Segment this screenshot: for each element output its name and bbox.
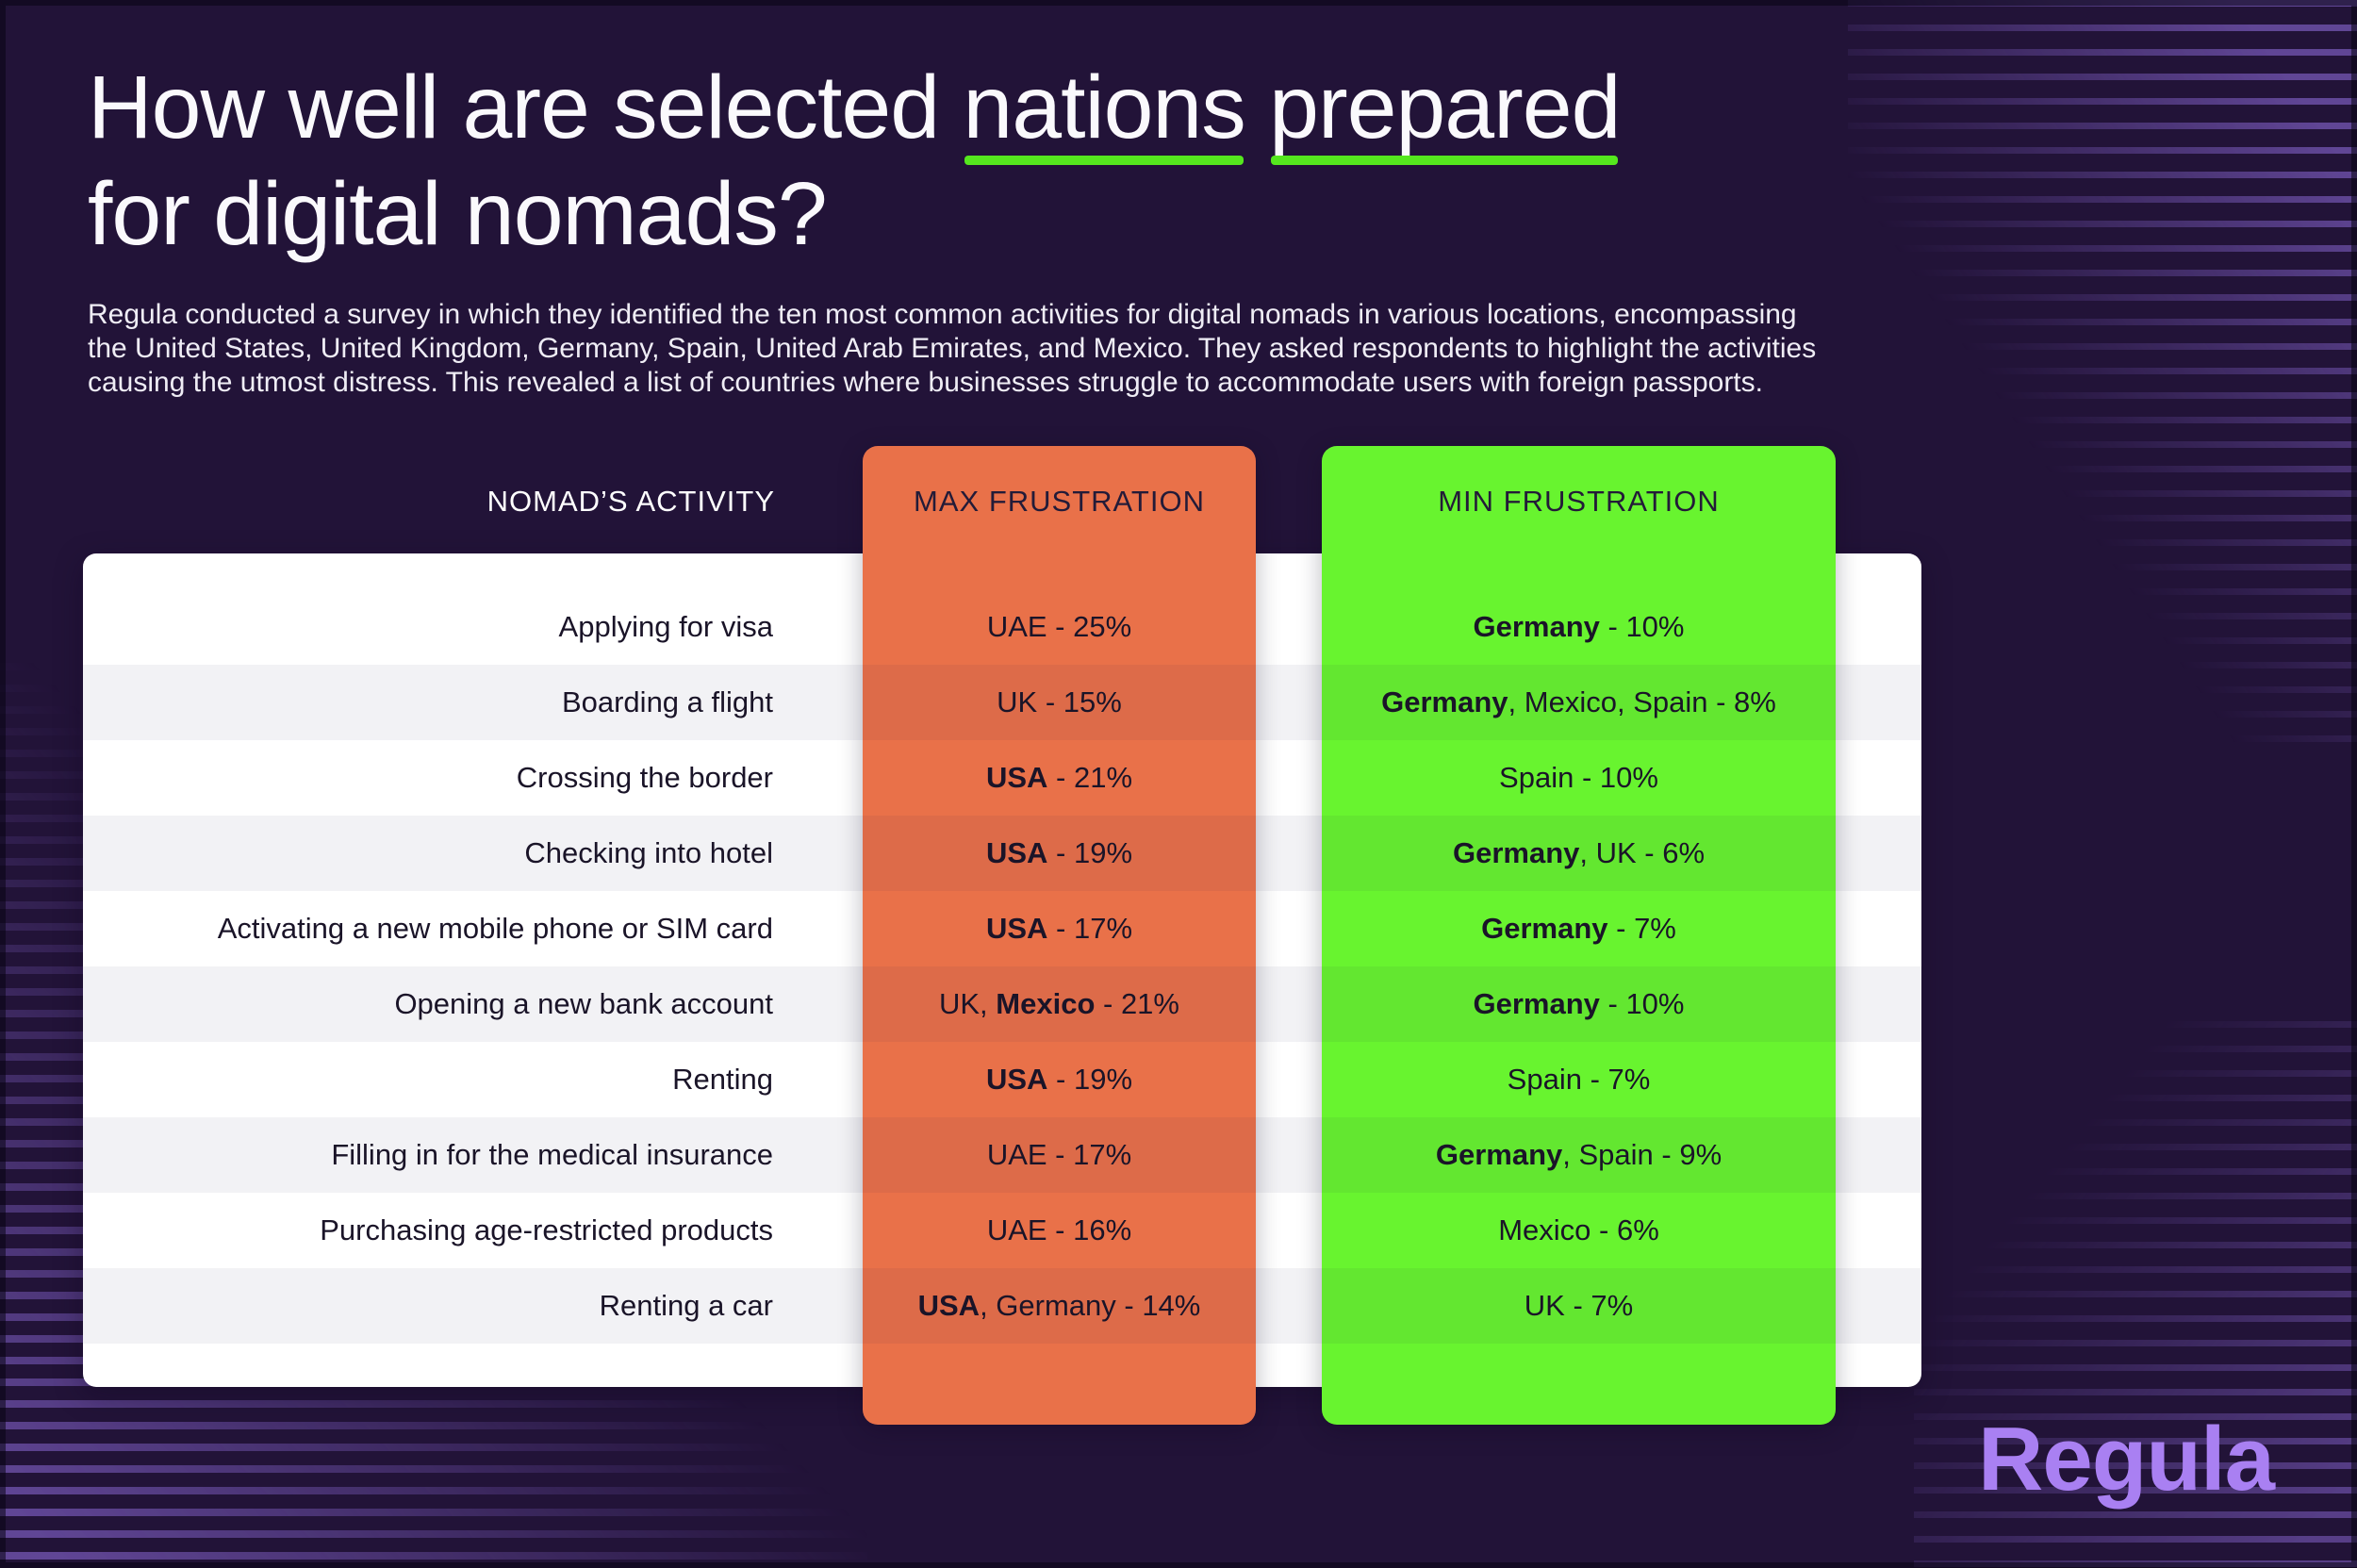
max-frustration-cell: USA, Germany - 14%	[917, 1289, 1201, 1322]
max-frustration-cell: USA - 19%	[985, 836, 1133, 869]
intro-line-1: Regula conducted a survey in which they …	[88, 299, 1797, 330]
activity-cell: Purchasing age-restricted products	[320, 1213, 773, 1246]
min-frustration-cell: UK - 7%	[1524, 1289, 1634, 1322]
column-header-min-frustration: MIN FRUSTRATION	[1438, 485, 1720, 518]
activity-cell: Activating a new mobile phone or SIM car…	[217, 912, 773, 945]
table-row: Checking into hotel USA - 19% Germany, UK …	[83, 816, 1921, 891]
table-row: Crossing the border USA - 21% Spain - 10%	[83, 740, 1921, 816]
activity-cell: Opening a new bank account	[394, 987, 773, 1020]
activity-cell: Crossing the border	[516, 761, 773, 794]
title-line2: for digital nomads?	[88, 164, 828, 264]
activity-cell: Checking into hotel	[524, 836, 773, 869]
table-row: Applying for visa UAE - 25% Germany - 10%	[83, 589, 1921, 665]
min-frustration-cell: Germany, Spain - 9%	[1435, 1138, 1722, 1171]
table-row: Renting a car USA, Germany - 14% UK - 7%	[83, 1268, 1921, 1344]
max-frustration-cell: UAE - 17%	[986, 1138, 1132, 1171]
min-frustration-cell: Germany - 10%	[1473, 987, 1685, 1020]
min-frustration-cell: Mexico - 6%	[1498, 1213, 1659, 1246]
table-row: Renting USA - 19% Spain - 7%	[83, 1042, 1921, 1117]
title-underlined-word-nations: nations	[963, 55, 1246, 165]
min-frustration-cell: Spain - 10%	[1499, 761, 1658, 794]
table-row: Filling in for the medical insurance UAE …	[83, 1117, 1921, 1193]
column-header-nomads-activity: NOMAD’S ACTIVITY	[486, 485, 775, 518]
activity-cell: Renting a car	[599, 1289, 773, 1322]
max-frustration-cell: USA - 21%	[985, 761, 1133, 794]
max-frustration-cell: USA - 19%	[985, 1063, 1133, 1096]
max-frustration-panel	[863, 446, 1256, 1425]
activity-cell: Renting	[672, 1063, 773, 1096]
intro-line-2: the United States, United Kingdom, Germa…	[88, 333, 1817, 364]
max-frustration-cell: UAE - 25%	[986, 610, 1132, 643]
activity-cell: Boarding a flight	[561, 685, 773, 718]
min-frustration-cell: Germany - 10%	[1473, 610, 1685, 643]
min-frustration-cell: Spain - 7%	[1507, 1063, 1651, 1096]
title-word-space	[1245, 58, 1269, 157]
min-frustration-cell: Germany, Mexico, Spain - 8%	[1381, 685, 1776, 718]
table-row: Activating a new mobile phone or SIM car…	[83, 891, 1921, 966]
max-frustration-cell: UK, Mexico - 21%	[938, 987, 1179, 1020]
page-title: How well are selected nations prepared fo…	[88, 55, 1621, 268]
table-row: Opening a new bank account UK, Mexico - 2…	[83, 966, 1921, 1042]
table-rows: Applying for visa UAE - 25% Germany - 10% B…	[83, 589, 1921, 1344]
table-row: Boarding a flight UK - 15% Germany, Mexico…	[83, 665, 1921, 740]
regula-logo: Regula	[1978, 1409, 2275, 1510]
column-header-max-frustration: MAX FRUSTRATION	[914, 485, 1205, 518]
min-frustration-panel	[1322, 446, 1836, 1425]
min-frustration-cell: Germany - 7%	[1481, 912, 1676, 945]
table-row: Purchasing age-restricted products UAE - …	[83, 1193, 1921, 1268]
activity-cell: Filling in for the medical insurance	[331, 1138, 773, 1171]
activity-cell: Applying for visa	[558, 610, 773, 643]
stripe-decoration-top-right	[1848, 0, 2357, 745]
title-prefix: How well are selected	[88, 58, 964, 157]
max-frustration-cell: USA - 17%	[985, 912, 1133, 945]
max-frustration-cell: UK - 15%	[997, 685, 1122, 718]
intro-paragraph: Regula conducted a survey in which they …	[88, 298, 1816, 400]
intro-line-3: causing the utmost distress. This reveal…	[88, 367, 1763, 398]
max-frustration-cell: UAE - 16%	[986, 1213, 1132, 1246]
min-frustration-cell: Germany, UK - 6%	[1452, 836, 1706, 869]
title-underlined-word-prepared: prepared	[1269, 55, 1621, 165]
